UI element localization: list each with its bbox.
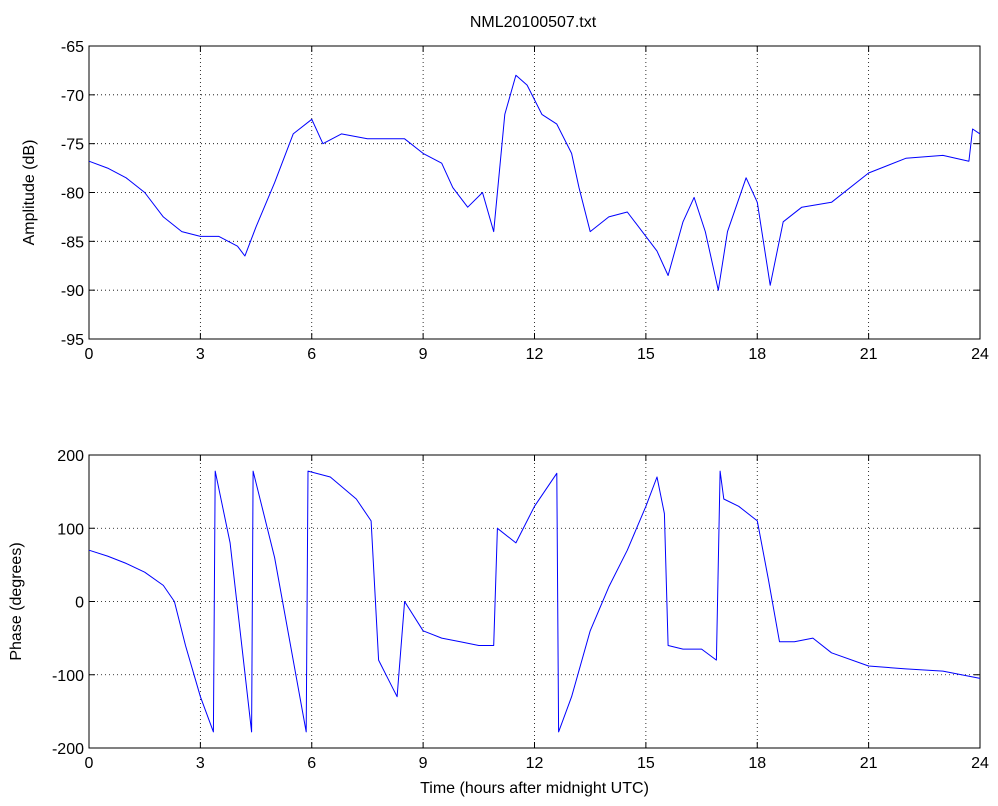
phase-axes: 0 3 6 9 12 15 18 21 24 -200 -100 0 100 200 Phase (degr…: [8, 448, 989, 797]
amplitude-y-tick-label: -65: [61, 39, 84, 56]
amplitude-plot-area: [88, 45, 981, 340]
amplitude-axes: 0 3 6 9 12 15 18 21 24 -95 -90 -85 -80 -75 -70 -65 Ampli…: [21, 39, 989, 363]
phase-x-tick-label: 21: [860, 755, 878, 772]
phase-x-tick-label: 0: [85, 755, 94, 772]
amplitude-y-tick-label: -75: [61, 137, 84, 154]
phase-y-tick-label: 0: [75, 595, 84, 612]
amplitude-x-tick-label: 21: [860, 346, 878, 363]
amplitude-x-tick-label: 6: [307, 346, 316, 363]
amplitude-y-tick-label: -70: [61, 88, 84, 105]
amplitude-x-tick-label: 0: [85, 346, 94, 363]
phase-x-tick-label: 18: [748, 755, 766, 772]
phase-x-tick-label: 9: [419, 755, 428, 772]
amplitude-x-tick-label: 15: [637, 346, 655, 363]
phase-x-tick-label: 15: [637, 755, 655, 772]
phase-y-tick-label: -200: [52, 741, 84, 758]
amplitude-series-line: [88, 74, 981, 291]
phase-y-axis-title: Phase (degrees): [8, 542, 25, 660]
amplitude-y-axis-title: Amplitude (dB): [21, 140, 38, 246]
figure-title: NML20100507.txt: [470, 14, 597, 31]
amplitude-y-tick-label: -90: [61, 283, 84, 300]
phase-plot-area: [88, 454, 981, 749]
amplitude-y-tick-label: -85: [61, 234, 84, 251]
phase-y-tick-label: 100: [57, 521, 84, 538]
amplitude-y-tick-label: -80: [61, 186, 84, 203]
amplitude-x-tick-label: 3: [196, 346, 205, 363]
phase-series-line: [88, 470, 981, 733]
phase-x-tick-label: 12: [526, 755, 544, 772]
phase-y-tick-label: -100: [52, 668, 84, 685]
phase-x-tick-label: 24: [971, 755, 989, 772]
amplitude-x-tick-label: 24: [971, 346, 989, 363]
phase-y-tick-label: 200: [57, 448, 84, 465]
phase-x-tick-label: 6: [307, 755, 316, 772]
amplitude-x-tick-label: 18: [748, 346, 766, 363]
phase-x-tick-label: 3: [196, 755, 205, 772]
amplitude-x-tick-label: 12: [526, 346, 544, 363]
amplitude-y-tick-label: -95: [61, 332, 84, 349]
phase-x-axis-title: Time (hours after midnight UTC): [420, 780, 649, 797]
amplitude-x-tick-label: 9: [419, 346, 428, 363]
